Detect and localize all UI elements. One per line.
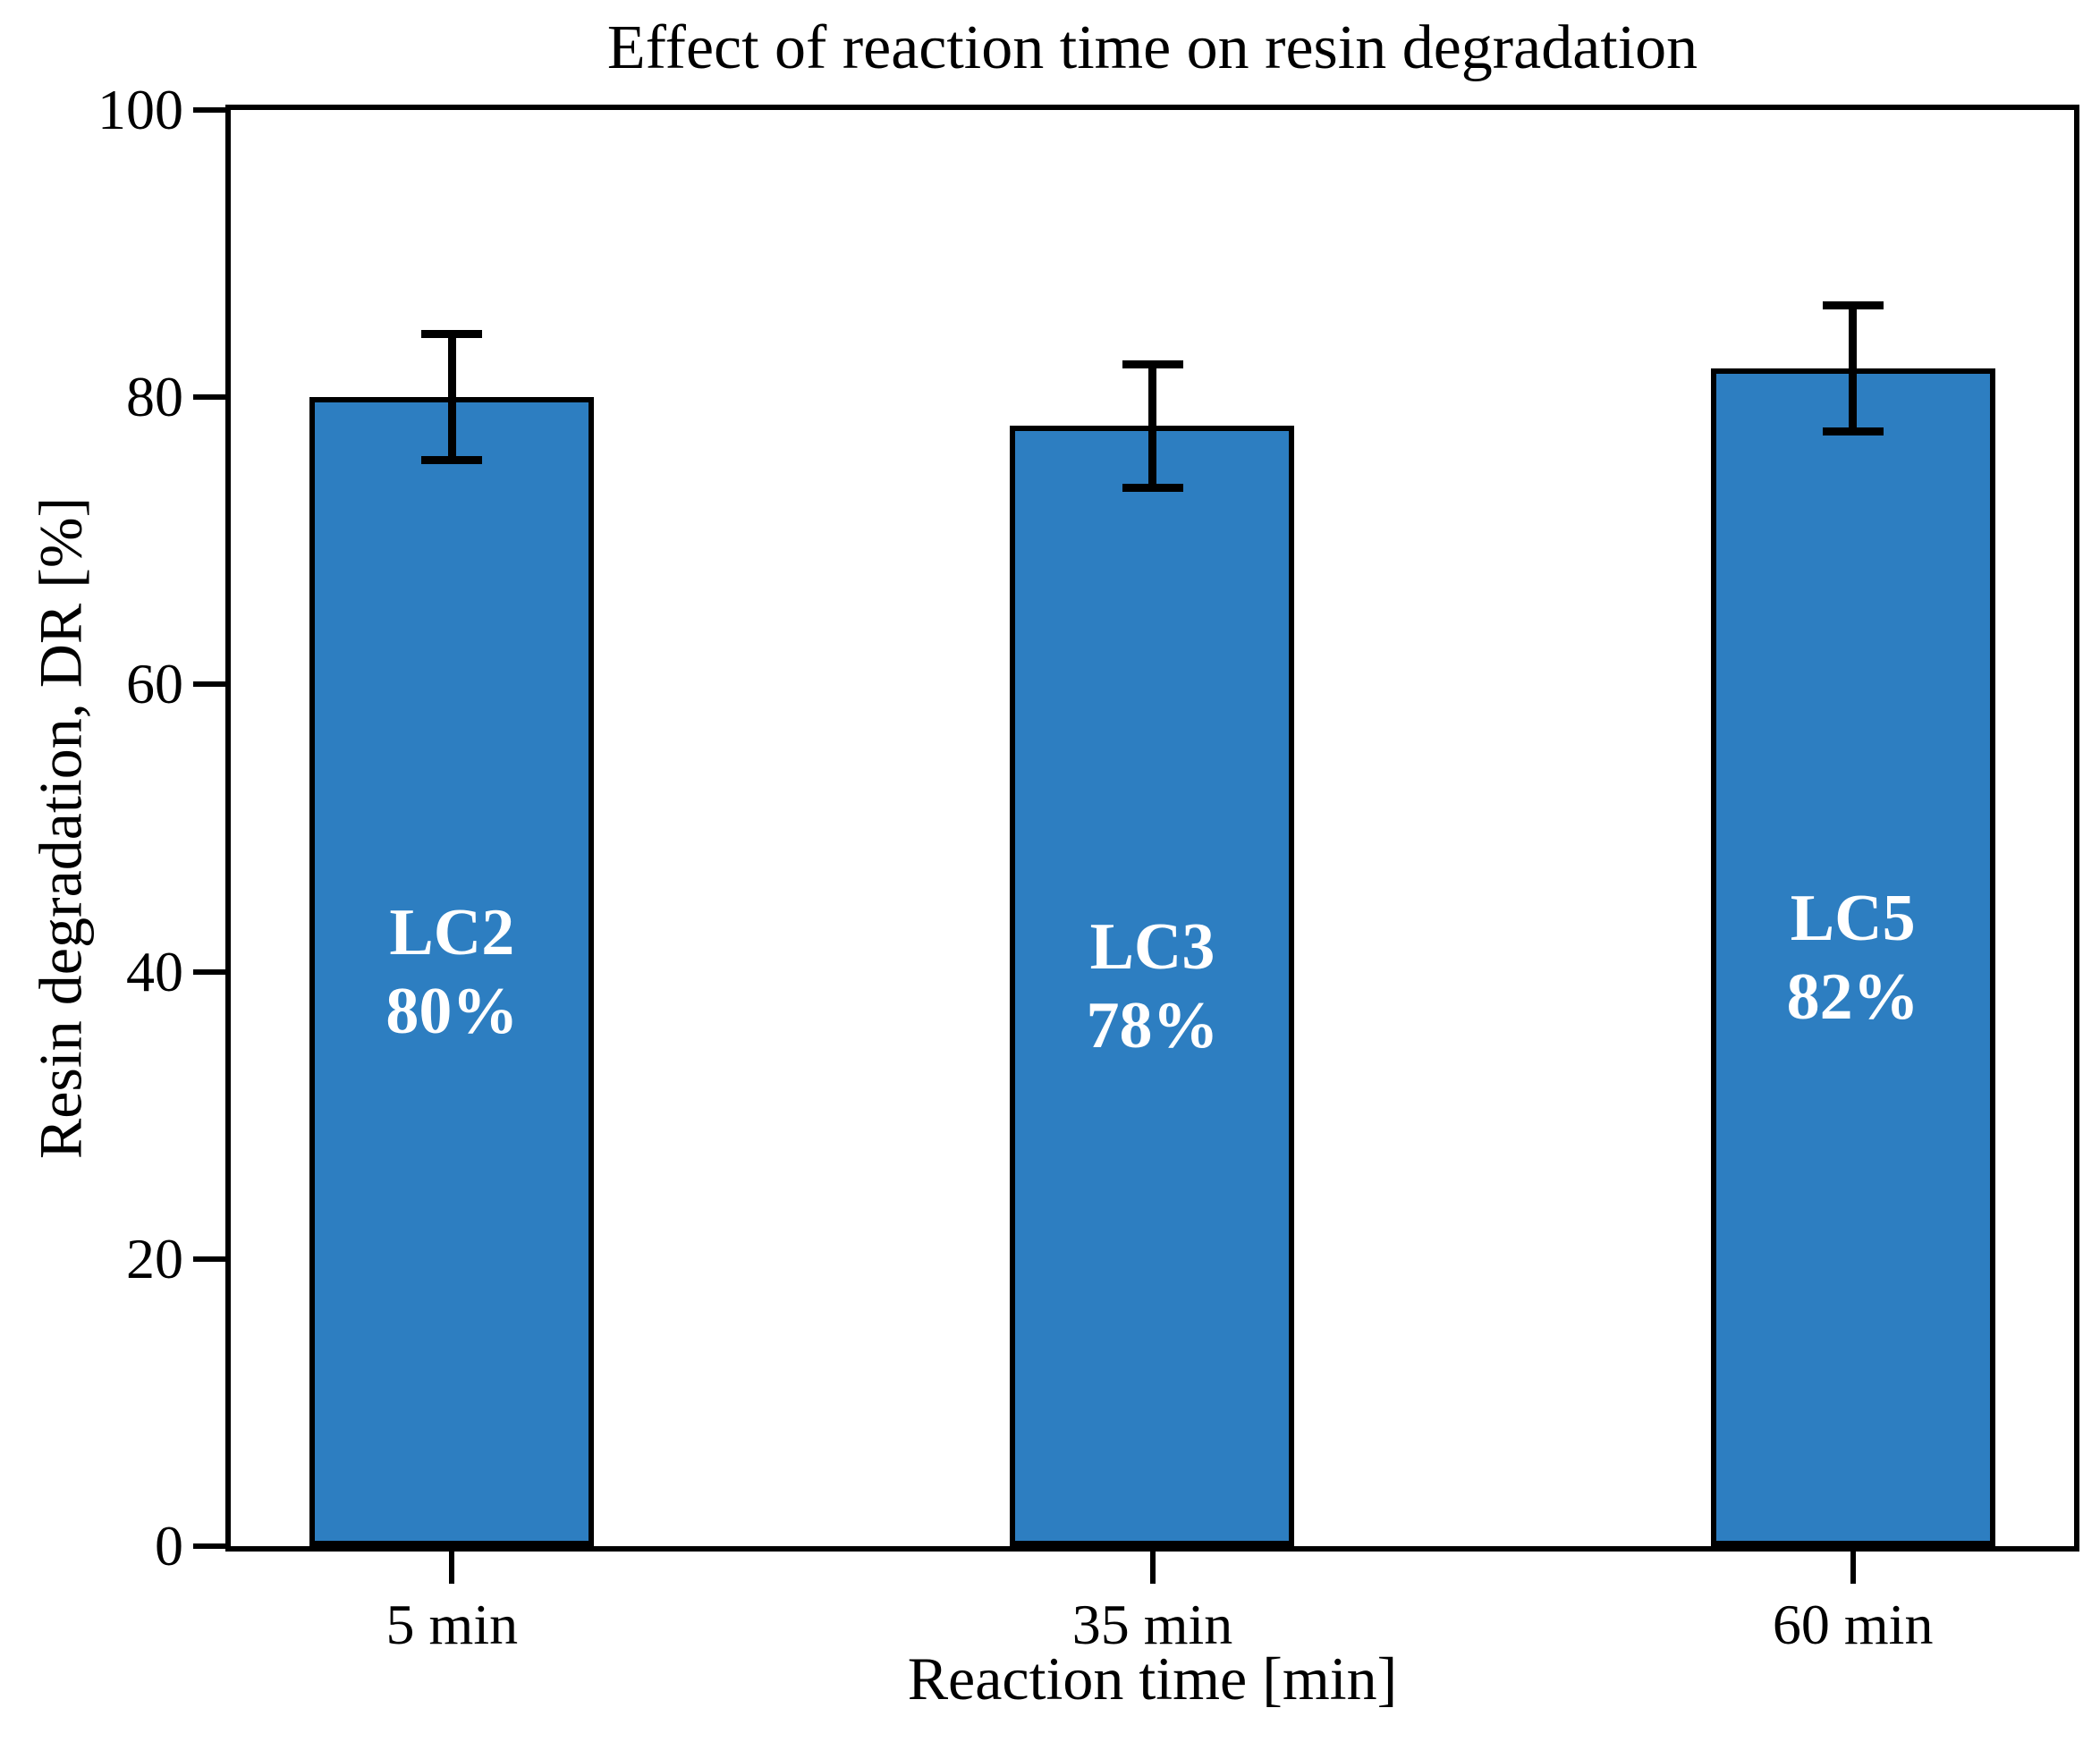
bar [1010,426,1295,1546]
bar-value-label: LC3 78% [1010,908,1294,1065]
y-tick-mark [193,681,225,688]
bar-value-label: LC2 80% [309,893,594,1051]
bar-label-line: LC5 [1790,881,1916,955]
y-tick-mark [193,968,225,975]
y-tick-label: 80 [126,365,183,429]
x-axis-label: Reaction time [min] [907,1645,1398,1712]
x-tick-mark [449,1552,455,1584]
bar-label-line: 82% [1786,960,1919,1034]
y-tick-label: 100 [97,78,183,141]
y-axis-label: Resin degradation, DR [%] [26,496,95,1160]
chart-title: Effect of reaction time on resin degrada… [606,13,1698,82]
y-tick-mark [193,394,225,401]
y-tick-label: 40 [126,939,183,1003]
bar-value-label: LC5 82% [1711,879,1995,1036]
y-tick-label: 20 [126,1226,183,1290]
bar-label-line: LC2 [389,895,515,969]
error-bar-cap [1122,359,1183,368]
error-bar-cap [421,330,483,339]
x-tick-mark [1149,1552,1156,1584]
error-bar-cap [421,456,483,465]
bar-label-line: LC3 [1089,909,1215,984]
bar [1710,368,1995,1546]
x-tick-label: 35 min [1071,1593,1233,1656]
y-tick-label: 60 [126,652,183,716]
error-bar-line [1849,305,1858,432]
x-tick-label: 60 min [1772,1593,1934,1656]
bar [309,397,595,1546]
y-tick-label: 0 [155,1514,183,1577]
x-tick-label: 5 min [385,1593,519,1656]
y-tick-mark [193,107,225,113]
x-tick-mark [1850,1552,1856,1584]
y-tick-mark [193,1543,225,1549]
error-bar-line [447,334,456,461]
error-bar-cap [1122,483,1183,492]
error-bar-cap [1822,300,1884,309]
bar-label-line: 80% [385,974,519,1048]
error-bar-line [1148,364,1156,488]
bar-label-line: 78% [1086,988,1219,1062]
error-bar-cap [1822,427,1884,436]
plot-area: 0 20 40 60 80 100 LC2 80% 5 min LC3 78% 35 min LC5 82… [97,78,2079,1656]
y-tick-mark [193,1256,225,1262]
